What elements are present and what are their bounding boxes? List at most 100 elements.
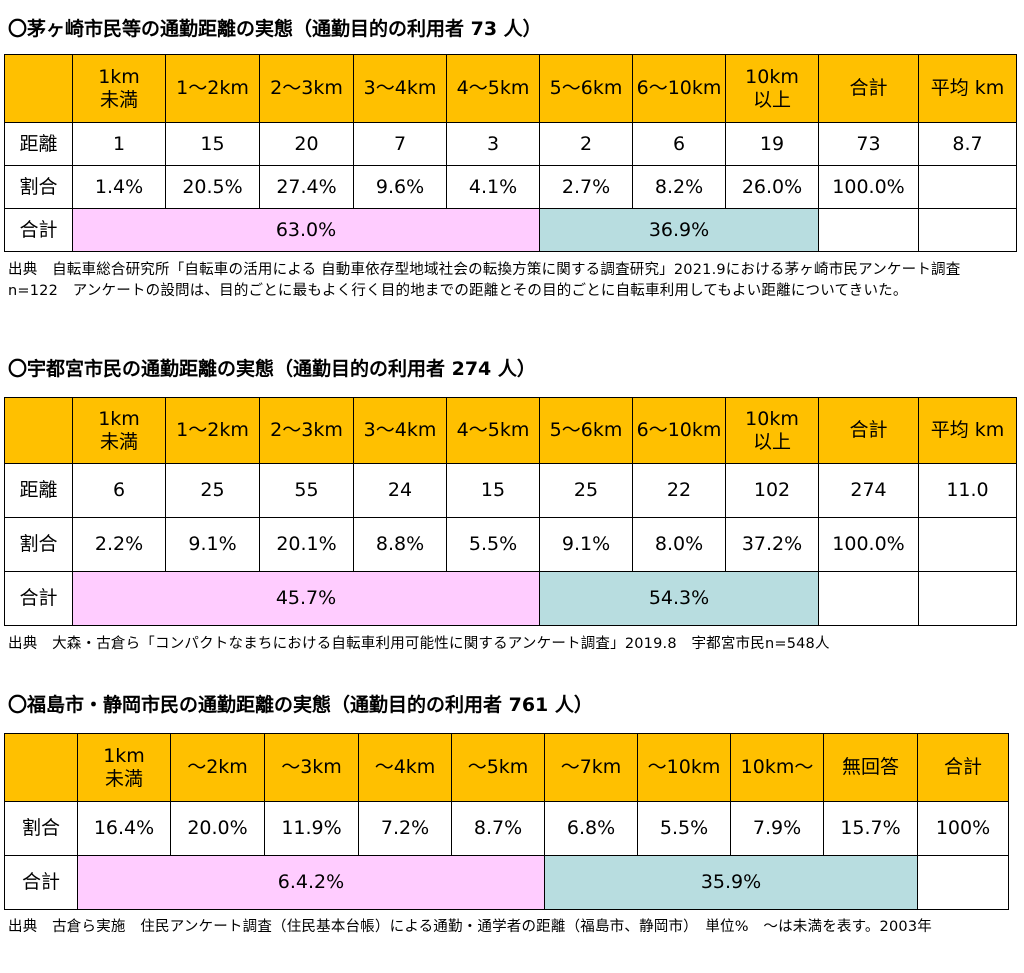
header-cell: 10km 以上 [725,54,819,123]
header-cell: 合計 [917,733,1009,802]
header-cell: 〜3km [264,733,359,802]
header-cell: 1km 未満 [77,733,171,802]
table-cell: 6 [632,122,726,166]
table-cell [918,208,1017,252]
header-cell: 3〜4km [353,54,447,123]
table-cell: 8.7 [918,122,1017,166]
near-group-total: 6.4.2% [77,855,545,910]
header-cell: 6〜10km [632,54,726,123]
table-cell: 24 [353,463,447,518]
table-cell [918,571,1017,626]
table-cell: 9.1% [165,517,260,572]
table-cell: 25 [539,463,633,518]
table-cell: 20.5% [165,165,260,209]
row-label: 合計 [4,571,73,626]
total-row: 合計 63.0% 36.9% [4,208,1017,252]
table-cell: 37.2% [725,517,819,572]
table-cell: 22 [632,463,726,518]
row-label: 距離 [4,463,73,518]
table-cell: 8.7% [451,801,545,856]
header-cell: 10km〜 [730,733,824,802]
table-cell: 26.0% [725,165,819,209]
table-cell [818,208,919,252]
table-cell: 274 [818,463,919,518]
header-cell [4,54,73,123]
header-row: 1km 未満 1〜2km 2〜3km 3〜4km 4〜5km 5〜6km 6〜10… [4,54,1017,123]
table-cell: 2.2% [72,517,166,572]
table-cell: 4.1% [446,165,540,209]
total-row: 合計 45.7% 54.3% [4,571,1017,626]
far-group-total: 36.9% [539,208,819,252]
table-cell: 9.6% [353,165,447,209]
table-cell [918,517,1017,572]
table-cell: 100.0% [818,517,919,572]
table-cell: 16.4% [77,801,171,856]
table-cell: 8.8% [353,517,447,572]
table-cell: 11.0 [918,463,1017,518]
table-cell: 20.1% [259,517,354,572]
table-cell: 3 [446,122,540,166]
table-cell: 6 [72,463,166,518]
table-cell: 100% [917,801,1009,856]
source-note: 出典 自転車総合研究所「自転車の活用による 自動車依存型地域社会の転換方策に関す… [8,262,976,299]
row-label: 合計 [4,855,78,910]
table-cell [818,571,919,626]
distance-row: 距離 1 15 20 7 3 2 6 19 73 8.7 [4,122,1017,166]
table-cell: 7 [353,122,447,166]
table-cell: 100.0% [818,165,919,209]
header-cell: 1〜2km [165,54,260,123]
section-title-chigasaki: 〇茅ヶ崎市民等の通勤距離の実態（通勤目的の利用者 73 人） [8,18,542,40]
table-cell: 11.9% [264,801,359,856]
table-cell: 27.4% [259,165,354,209]
source-note: 出典 古倉ら実施 住民アンケート調査（住民基本台帳）による通勤・通学者の距離（福… [8,919,932,935]
table-cell: 1.4% [72,165,166,209]
table-cell: 25 [165,463,260,518]
header-cell: 2〜3km [259,54,354,123]
header-cell: 合計 [818,54,919,123]
header-cell [4,733,78,802]
table-cell: 7.2% [358,801,452,856]
table-cell [917,855,1009,910]
row-label: 合計 [4,208,73,252]
header-cell: 〜10km [637,733,731,802]
table-utsunomiya: 1km 未満 1〜2km 2〜3km 3〜4km 4〜5km 5〜6km 6〜10… [4,397,1017,626]
row-label: 割合 [4,801,78,856]
header-cell: 合計 [818,397,919,464]
distance-row: 距離 6 25 55 24 15 25 22 102 274 11.0 [4,463,1017,518]
header-cell: 2〜3km [259,397,354,464]
header-cell: 無回答 [823,733,918,802]
table-cell: 102 [725,463,819,518]
near-group-total: 63.0% [72,208,540,252]
table-cell: 5.5% [446,517,540,572]
table-cell: 2.7% [539,165,633,209]
table-cell: 8.0% [632,517,726,572]
header-cell: 〜7km [544,733,638,802]
header-cell: 10km 以上 [725,397,819,464]
header-cell: 〜4km [358,733,452,802]
header-cell: 4〜5km [446,397,540,464]
header-row: 1km 未満 〜2km 〜3km 〜4km 〜5km 〜7km 〜10km 10k… [4,733,1009,802]
header-cell: 平均 km [918,54,1017,123]
header-row: 1km 未満 1〜2km 2〜3km 3〜4km 4〜5km 5〜6km 6〜10… [4,397,1017,464]
ratio-row: 割合 16.4% 20.0% 11.9% 7.2% 8.7% 6.8% 5.5%… [4,801,1009,856]
table-cell: 1 [72,122,166,166]
row-label: 割合 [4,517,73,572]
header-cell: 〜2km [170,733,265,802]
row-label: 距離 [4,122,73,166]
table-cell: 19 [725,122,819,166]
header-cell: 5〜6km [539,54,633,123]
header-cell: 平均 km [918,397,1017,464]
table-cell: 20 [259,122,354,166]
table-cell: 15 [446,463,540,518]
table-fukushima-shizuoka: 1km 未満 〜2km 〜3km 〜4km 〜5km 〜7km 〜10km 10k… [4,733,1009,910]
table-cell: 20.0% [170,801,265,856]
total-row: 合計 6.4.2% 35.9% [4,855,1009,910]
header-cell: 1km 未満 [72,54,166,123]
table-cell: 55 [259,463,354,518]
header-cell: 5〜6km [539,397,633,464]
table-cell: 6.8% [544,801,638,856]
source-note: 出典 大森・古倉ら「コンパクトなまちにおける自転車利用可能性に関するアンケート調… [8,636,830,652]
ratio-row: 割合 1.4% 20.5% 27.4% 9.6% 4.1% 2.7% 8.2% … [4,165,1017,209]
header-cell: 3〜4km [353,397,447,464]
header-cell: 4〜5km [446,54,540,123]
